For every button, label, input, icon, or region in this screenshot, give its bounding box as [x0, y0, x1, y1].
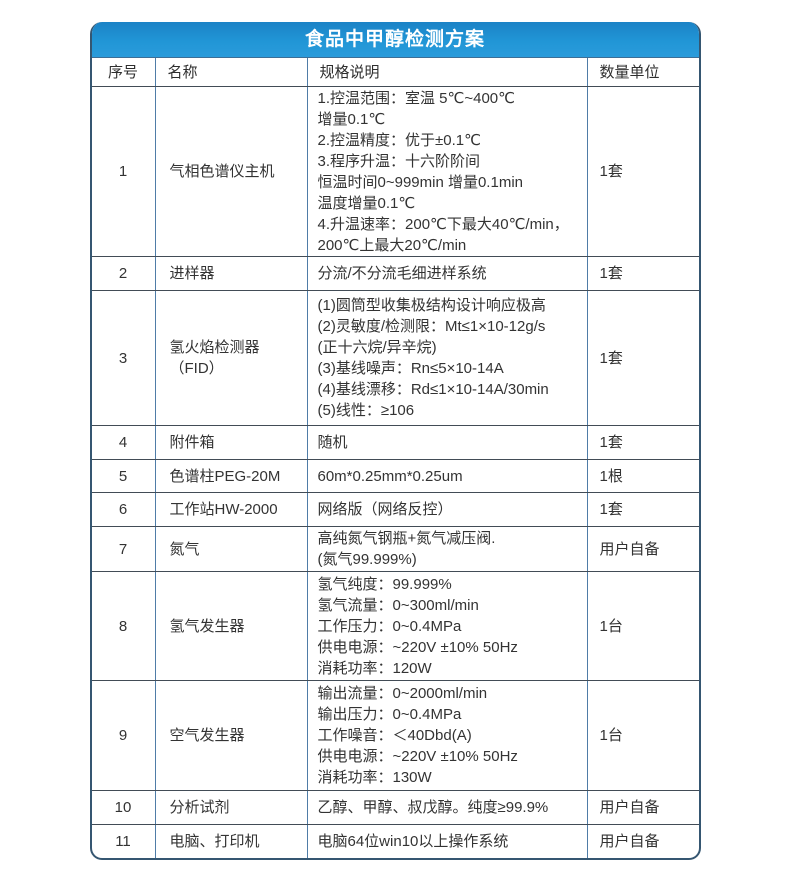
- table-row: 10 分析试剂 乙醇、甲醇、叔戊醇。纯度≥99.9% 用户自备: [91, 790, 699, 824]
- cell-quantity: 1台: [586, 572, 699, 680]
- table-row: 3 氢火焰检测器（FID） (1)圆筒型收集极结构设计响应极高 (2)灵敏度/检…: [91, 290, 699, 425]
- cell-quantity: 用户自备: [586, 825, 699, 858]
- cell-index: 6: [118, 501, 128, 518]
- header-quantity: 数量单位: [586, 58, 699, 86]
- cell-index: 7: [118, 540, 128, 558]
- cell-index: 1: [118, 163, 128, 180]
- cell-index: 4: [118, 434, 128, 451]
- cell-name: 气相色谱仪主机: [154, 87, 307, 256]
- cell-name: 空气发生器: [154, 681, 307, 790]
- table-title: 食品中甲醇检测方案: [91, 22, 699, 58]
- cell-quantity: 1套: [586, 493, 699, 526]
- cell-index: 5: [118, 467, 128, 485]
- cell-name: 氢火焰检测器（FID）: [154, 291, 307, 425]
- cell-index: 10: [114, 799, 132, 816]
- header-index: 序号: [107, 63, 138, 81]
- table-row: 8 氢气发生器 氢气纯度：99.999% 氢气流量：0~300ml/min 工作…: [91, 571, 699, 680]
- table-row: 9 空气发生器 输出流量：0~2000ml/min 输出压力：0~0.4MPa …: [91, 680, 699, 790]
- cell-index: 8: [118, 617, 128, 635]
- cell-name: 工作站HW-2000: [154, 493, 307, 526]
- header-name: 名称: [154, 58, 307, 86]
- header-spec: 规格说明: [306, 58, 587, 86]
- cell-spec: 分流/不分流毛细进样系统: [306, 257, 587, 290]
- cell-name: 氢气发生器: [154, 572, 307, 680]
- cell-spec: 随机: [306, 426, 587, 459]
- table-row: 4 附件箱 随机 1套: [91, 425, 699, 459]
- cell-name: 电脑、打印机: [154, 825, 307, 858]
- table-row: 1 气相色谱仪主机 1.控温范围：室温 5℃~400℃ 增量0.1℃ 2.控温精…: [91, 86, 699, 256]
- cell-quantity: 用户自备: [586, 791, 699, 824]
- cell-quantity: 1套: [586, 291, 699, 425]
- cell-quantity: 1台: [586, 681, 699, 790]
- cell-spec: 乙醇、甲醇、叔戊醇。纯度≥99.9%: [306, 791, 587, 824]
- cell-spec: 60m*0.25mm*0.25um: [306, 460, 587, 492]
- cell-name: 进样器: [154, 257, 307, 290]
- cell-name: 分析试剂: [154, 791, 307, 824]
- cell-name: 氮气: [154, 527, 307, 571]
- cell-index: 3: [118, 349, 128, 367]
- cell-spec: 高纯氮气钢瓶+氮气减压阀. (氮气99.999%): [306, 527, 587, 571]
- cell-index: 9: [118, 727, 128, 744]
- cell-spec: 网络版（网络反控）: [306, 493, 587, 526]
- table-row: 11 电脑、打印机 电脑64位win10以上操作系统 用户自备: [91, 824, 699, 858]
- table-header-row: 序号 名称 规格说明 数量单位: [92, 58, 699, 86]
- cell-quantity: 1套: [586, 87, 699, 256]
- cell-quantity: 1套: [586, 426, 699, 459]
- cell-spec: 输出流量：0~2000ml/min 输出压力：0~0.4MPa 工作噪音：＜40…: [306, 681, 587, 790]
- detection-plan-table: 食品中甲醇检测方案 序号 名称 规格说明 数量单位 1 气相色谱仪主机 1.控温…: [89, 22, 701, 860]
- table-row: 6 工作站HW-2000 网络版（网络反控） 1套: [91, 492, 699, 526]
- cell-index: 2: [118, 265, 128, 282]
- cell-quantity: 1套: [586, 257, 699, 290]
- cell-name: 色谱柱PEG-20M: [154, 460, 307, 492]
- cell-spec: (1)圆筒型收集极结构设计响应极高 (2)灵敏度/检测限：Mt≤1×10-12g…: [306, 291, 587, 425]
- table-row: 7 氮气 高纯氮气钢瓶+氮气减压阀. (氮气99.999%) 用户自备: [91, 526, 699, 571]
- cell-name: 附件箱: [154, 426, 307, 459]
- cell-spec: 电脑64位win10以上操作系统: [306, 825, 587, 858]
- cell-index: 11: [115, 833, 131, 850]
- cell-quantity: 1根: [586, 460, 699, 492]
- cell-spec: 氢气纯度：99.999% 氢气流量：0~300ml/min 工作压力：0~0.4…: [306, 572, 587, 680]
- cell-spec: 1.控温范围：室温 5℃~400℃ 增量0.1℃ 2.控温精度：优于±0.1℃ …: [306, 87, 587, 256]
- table-row: 2 进样器 分流/不分流毛细进样系统 1套: [91, 256, 699, 290]
- cell-quantity: 用户自备: [586, 527, 699, 571]
- table-row: 5 色谱柱PEG-20M 60m*0.25mm*0.25um 1根: [91, 459, 699, 492]
